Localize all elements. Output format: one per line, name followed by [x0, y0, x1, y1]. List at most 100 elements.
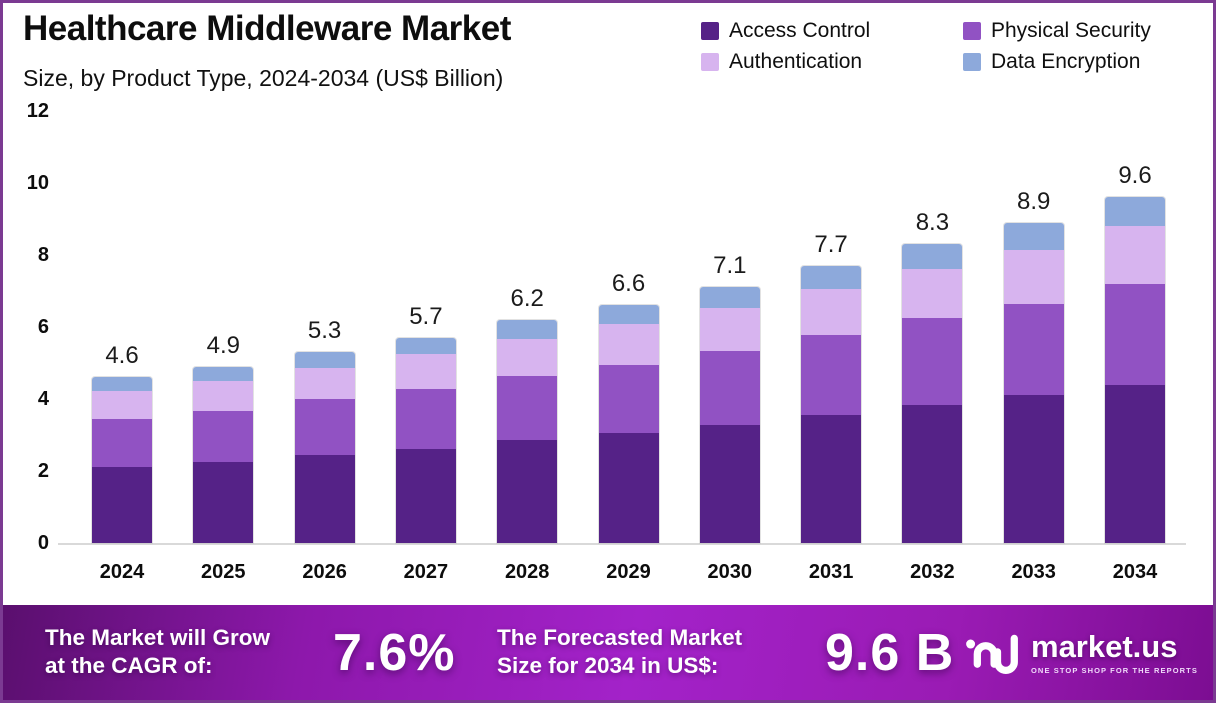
segment-authentication[interactable] — [294, 367, 355, 400]
segment-physical-security[interactable] — [699, 351, 760, 425]
segment-authentication[interactable] — [699, 307, 760, 352]
segment-data-encryption[interactable] — [801, 265, 862, 290]
market-us-logo-icon — [966, 634, 1018, 674]
segment-data-encryption[interactable] — [294, 352, 355, 368]
segment-data-encryption[interactable] — [902, 244, 963, 270]
x-axis-label-2024: 2024 — [99, 561, 145, 583]
bar-2028[interactable] — [497, 319, 558, 543]
chart-legend: Access Control Physical Security Authent… — [701, 19, 1151, 74]
bar-total-label: 5.3 — [307, 317, 342, 345]
y-axis-tick-label: 10 — [26, 172, 49, 194]
y-axis-tick-label: 6 — [37, 316, 49, 338]
cagr-value: 7.6% — [333, 623, 456, 682]
y-axis-tick-label: 12 — [26, 100, 49, 122]
forecast-value: 9.6 B — [825, 623, 955, 682]
segment-access-control[interactable] — [801, 415, 862, 543]
segment-access-control[interactable] — [497, 440, 558, 543]
bar-2025[interactable] — [193, 366, 254, 543]
x-axis-label-2031: 2031 — [808, 561, 854, 583]
cagr-label-line1: The Market will Grow — [45, 624, 271, 650]
legend-swatch-physical-security — [963, 22, 981, 40]
segment-authentication[interactable] — [92, 390, 152, 419]
segment-access-control[interactable] — [294, 454, 355, 543]
segment-access-control[interactable] — [1105, 384, 1165, 543]
bar-2033[interactable] — [1003, 222, 1064, 543]
segment-data-encryption[interactable] — [1105, 197, 1165, 227]
segment-physical-security[interactable] — [1105, 283, 1165, 385]
forecast-label-line2: Size for 2034 in US$: — [497, 653, 719, 679]
y-axis-tick-label: 4 — [37, 388, 49, 410]
segment-access-control[interactable] — [395, 448, 456, 543]
segment-physical-security[interactable] — [395, 389, 456, 449]
x-axis-label-2027: 2027 — [403, 561, 449, 583]
bar-total-label: 5.7 — [409, 302, 443, 330]
legend-label: Access Control — [729, 19, 871, 42]
legend-swatch-authentication — [701, 53, 719, 71]
legend-label: Data Encryption — [991, 50, 1141, 73]
legend-item-access-control: Access Control — [701, 19, 963, 43]
segment-authentication[interactable] — [801, 289, 862, 336]
segment-access-control[interactable] — [1003, 395, 1064, 543]
segment-physical-security[interactable] — [92, 418, 152, 468]
segment-authentication[interactable] — [902, 269, 963, 318]
bar-2024[interactable] — [92, 377, 152, 543]
brand-name: market.us — [1031, 628, 1178, 664]
segment-data-encryption[interactable] — [497, 319, 558, 339]
segment-authentication[interactable] — [395, 354, 456, 390]
bar-2030[interactable] — [699, 287, 760, 543]
bar-total-label: 9.6 — [1118, 162, 1152, 190]
segment-data-encryption[interactable] — [699, 287, 760, 308]
bar-total-label: 4.9 — [206, 331, 240, 359]
segment-access-control[interactable] — [699, 424, 760, 543]
segment-data-encryption[interactable] — [1003, 222, 1064, 250]
segment-access-control[interactable] — [92, 467, 152, 543]
cagr-label-line2: at the CAGR of: — [45, 653, 213, 679]
cagr-label: The Market will Grow at the CAGR of: — [45, 624, 270, 682]
segment-physical-security[interactable] — [902, 317, 963, 406]
bar-2034[interactable] — [1105, 197, 1165, 543]
legend-item-physical-security: Physical Security — [963, 19, 1151, 43]
segment-data-encryption[interactable] — [193, 366, 254, 381]
segment-authentication[interactable] — [497, 338, 558, 377]
segment-access-control[interactable] — [902, 405, 963, 543]
segment-physical-security[interactable] — [1003, 303, 1064, 396]
page-title: Healthcare Middleware Market — [23, 9, 511, 48]
segment-physical-security[interactable] — [598, 364, 659, 434]
legend-swatch-data-encryption — [963, 53, 981, 71]
segment-data-encryption[interactable] — [598, 305, 659, 325]
bar-2032[interactable] — [902, 244, 963, 543]
segment-data-encryption[interactable] — [92, 377, 152, 391]
bar-total-label: 7.7 — [814, 230, 848, 258]
bar-2029[interactable] — [598, 305, 659, 543]
segment-physical-security[interactable] — [193, 410, 254, 462]
segment-access-control[interactable] — [193, 461, 254, 543]
legend-item-authentication: Authentication — [701, 50, 963, 74]
segment-authentication[interactable] — [193, 380, 254, 411]
segment-physical-security[interactable] — [497, 376, 558, 441]
bar-2026[interactable] — [294, 352, 355, 543]
segment-physical-security[interactable] — [294, 399, 355, 455]
legend-swatch-access-control — [701, 22, 719, 40]
bar-total-label: 4.6 — [105, 342, 139, 370]
bar-2031[interactable] — [801, 265, 862, 543]
x-axis-label-2034: 2034 — [1112, 561, 1158, 583]
x-axis-label-2032: 2032 — [910, 561, 955, 583]
y-axis-tick-label: 8 — [37, 244, 49, 266]
segment-data-encryption[interactable] — [395, 337, 456, 355]
segment-access-control[interactable] — [598, 433, 659, 543]
bar-total-label: 8.9 — [1017, 187, 1051, 215]
y-axis-tick-label: 2 — [37, 460, 49, 482]
bar-total-label: 6.6 — [611, 270, 646, 298]
bar-total-label: 7.1 — [713, 252, 747, 280]
bar-total-label: 8.3 — [915, 209, 950, 237]
legend-label: Physical Security — [991, 19, 1151, 42]
segment-authentication[interactable] — [1105, 226, 1165, 284]
brand-block: market.us ONE STOP SHOP FOR THE REPORTS — [965, 627, 1198, 679]
segment-physical-security[interactable] — [801, 335, 862, 416]
x-axis-baseline — [58, 543, 1186, 545]
x-axis-label-2026: 2026 — [302, 561, 347, 583]
segment-authentication[interactable] — [598, 324, 659, 365]
bar-2027[interactable] — [395, 337, 456, 543]
segment-authentication[interactable] — [1003, 249, 1064, 304]
